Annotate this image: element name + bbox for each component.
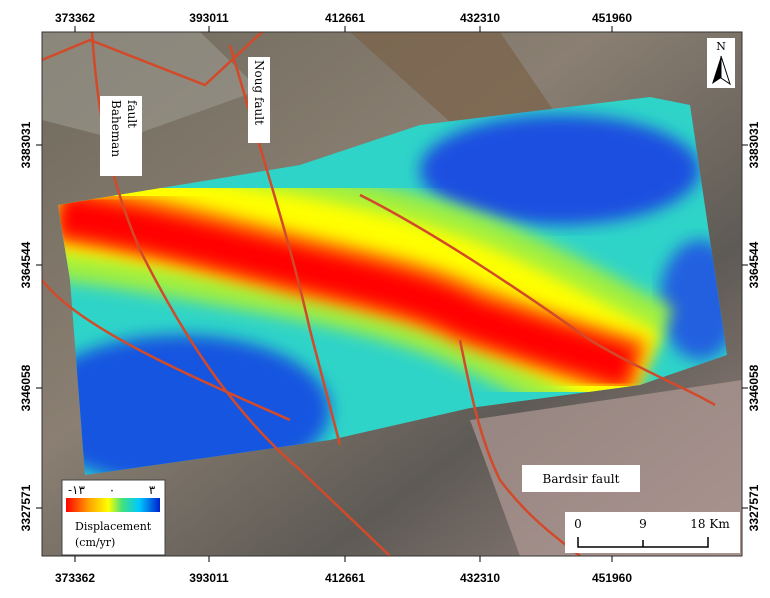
scale-box — [565, 512, 740, 553]
legend-box — [61, 479, 166, 556]
y-coordinate: 3346058 — [747, 364, 761, 411]
x-coordinate: 432310 — [460, 571, 500, 585]
legend: -۱۳ ۰ ۳ Displacement (cm/yr) — [61, 479, 166, 556]
fault-label: Bardsir fault — [543, 472, 620, 486]
y-coordinate: 3327571 — [19, 484, 33, 531]
legend-colorbar — [66, 498, 160, 512]
north-arrow: N — [707, 38, 735, 88]
x-coordinate: 412661 — [325, 11, 365, 25]
x-coordinate: 373362 — [55, 11, 95, 25]
scale-label: 18 Km — [690, 517, 730, 531]
fault-line — [42, 279, 291, 422]
red-zone — [58, 195, 637, 388]
terrain-patch — [42, 32, 260, 140]
fault-label: Noug fault — [252, 60, 266, 125]
noug-fault-line — [228, 44, 342, 446]
x-coordinate: 451960 — [592, 11, 632, 25]
scale-label: 9 — [639, 517, 647, 531]
y-coordinate: 3383031 — [747, 121, 761, 168]
x-coordinate: 432310 — [460, 11, 500, 25]
legend-title: Displacement — [75, 520, 152, 533]
north-arrow-half — [712, 56, 721, 84]
bardsir-fault-line — [458, 339, 581, 556]
x-coordinate: 393011 — [189, 11, 229, 25]
label-box — [100, 96, 142, 176]
legend-mid: ۰ — [109, 483, 115, 497]
y-coordinate: 3327571 — [747, 484, 761, 531]
map-frame — [41, 31, 743, 557]
north-label: N — [716, 40, 726, 53]
x-coordinate: 373362 — [55, 571, 95, 585]
fault-line — [359, 193, 716, 407]
fault-label: Baheman — [109, 100, 123, 157]
y-coordinate: 3383031 — [19, 121, 33, 168]
scale-label: 0 — [574, 517, 582, 531]
map-area — [42, 32, 742, 556]
terrain-patch — [350, 32, 560, 140]
blue-zone — [58, 335, 330, 475]
legend-title: (cm/yr) — [75, 536, 115, 549]
x-coordinate: 451960 — [592, 571, 632, 585]
y-coordinate: 3346058 — [19, 364, 33, 411]
x-coordinate: 393011 — [189, 571, 229, 585]
north-arrow-half — [720, 55, 731, 86]
legend-min: -۱۳ — [68, 483, 86, 497]
scale-bar: 0 9 18 Km — [565, 512, 740, 553]
y-coordinate: 3364544 — [747, 241, 761, 288]
x-coordinate: 412661 — [325, 571, 365, 585]
label-box — [522, 465, 640, 492]
legend-max: ۳ — [149, 483, 156, 497]
coordinate-ticks: 373362 393011 412661 432310 451960 373362 3930… — [19, 11, 761, 585]
y-coordinate: 3364544 — [19, 241, 33, 288]
label-box — [248, 57, 270, 143]
scale-line — [577, 537, 709, 548]
fault-label: fault — [125, 100, 139, 128]
blue-zone — [420, 115, 700, 225]
